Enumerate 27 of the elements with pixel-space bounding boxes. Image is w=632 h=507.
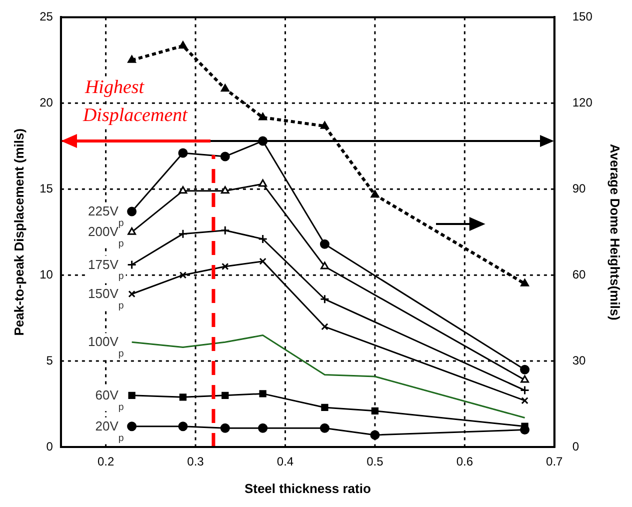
series-label: 175Vp (88, 256, 124, 282)
series-label: 20Vp (95, 418, 124, 444)
x-tick-label: 0.5 (366, 454, 384, 469)
y2-tick-label: 0 (572, 439, 580, 454)
y2-axis-title: Average Dome Heights(mils) (608, 144, 623, 320)
y-tick-label: 5 (46, 353, 54, 368)
series-label: 100Vp (88, 334, 124, 360)
x-tick-label: 0.4 (276, 454, 294, 469)
x-tick-label: 0.7 (546, 454, 564, 469)
series-label: 150Vp (88, 286, 124, 312)
y2-tick-label: 90 (572, 181, 586, 196)
x-tick-label: 0.6 (456, 454, 474, 469)
series-label: 60Vp (95, 387, 124, 413)
y-tick-label: 25 (40, 10, 54, 24)
y2-tick-label: 60 (572, 267, 586, 282)
x-axis-title: Steel thickness ratio (244, 480, 371, 496)
y2-tick-label: 120 (572, 95, 593, 110)
x-tick-label: 0.2 (97, 454, 114, 469)
y-tick-label: 15 (40, 181, 54, 196)
ref-line-label: Highest Displacement (82, 76, 188, 126)
y-tick-label: 0 (46, 439, 54, 454)
y-tick-label: 20 (40, 95, 54, 110)
x-tick-label: 0.3 (187, 454, 204, 469)
y-tick-label: 10 (40, 267, 54, 282)
y2-tick-label: 30 (572, 353, 586, 368)
y-axis-title: Peak-to-peak Displacement (mils) (11, 128, 26, 336)
y2-tick-label: 150 (572, 10, 593, 24)
